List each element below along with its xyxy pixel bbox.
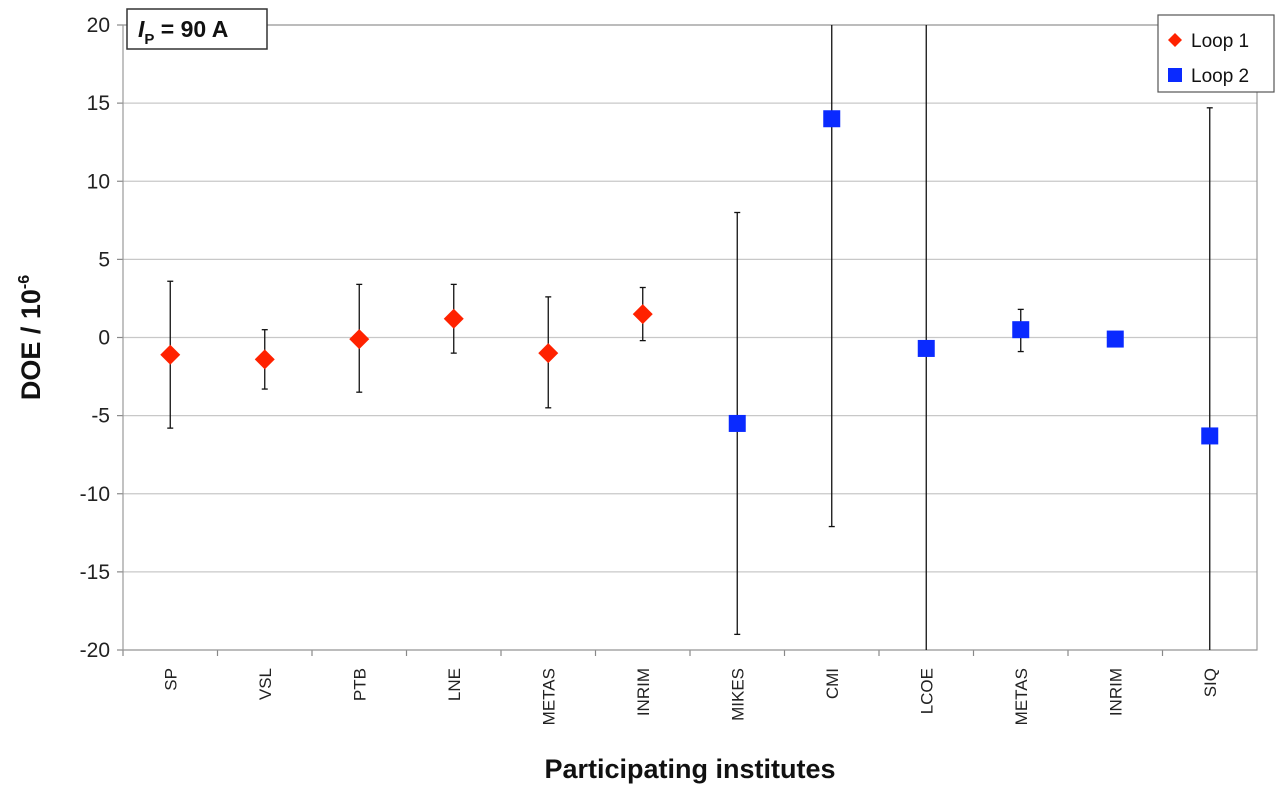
x-category-label: SIQ — [1201, 668, 1220, 697]
y-tick-label: -20 — [80, 639, 110, 662]
data-point-loop-1 — [349, 329, 370, 350]
y-tick-label: 15 — [87, 92, 110, 115]
annotation-rest: = 90 A — [154, 16, 228, 42]
legend: Loop 1 Loop 2 — [1157, 14, 1275, 93]
y-tick-labels: 20 15 10 5 0 -5 -10 -15 -20 — [80, 14, 110, 662]
data-point-loop-2 — [917, 339, 935, 357]
x-category-label: PTB — [350, 668, 369, 701]
data-point-loop-2 — [1106, 330, 1124, 348]
x-category-labels: SP VSL PTB LNE METAS INRIM MIKES CMI LCOE METAS IN… — [161, 668, 1220, 725]
y-tick-label: -10 — [80, 483, 110, 506]
y-axis-title-main: DOE / 10 — [16, 289, 46, 400]
current-annotation: IP = 90 A — [126, 8, 268, 50]
x-category-label: METAS — [1012, 668, 1031, 725]
annotation-subscript: P — [144, 31, 154, 48]
x-category-label: SP — [161, 668, 180, 691]
y-axis-title-exponent: -6 — [16, 275, 33, 289]
data-point-loop-2 — [823, 110, 841, 128]
data-point-loop-2 — [728, 414, 746, 432]
x-category-label: VSL — [256, 668, 275, 700]
y-tick-label: 0 — [98, 327, 110, 350]
data-point-loop-1 — [254, 349, 275, 370]
x-category-label: INRIM — [634, 668, 653, 716]
y-axis-title: DOE / 10-6 — [16, 275, 46, 400]
x-category-label: MIKES — [728, 668, 747, 721]
y-tick-label: 20 — [87, 14, 110, 37]
legend-marker-loop-2 — [1168, 68, 1182, 82]
legend-label-loop-1: Loop 1 — [1191, 31, 1249, 52]
x-category-label: LCOE — [917, 668, 936, 714]
grid-lines — [117, 24, 1257, 656]
data-point-loop-2 — [1201, 427, 1219, 445]
y-tick-label: 10 — [87, 170, 110, 193]
y-tick-label: 5 — [98, 248, 110, 271]
x-category-label: LNE — [445, 668, 464, 701]
data-point-loop-1 — [443, 308, 464, 329]
y-tick-label: -5 — [91, 405, 110, 428]
x-category-label: METAS — [539, 668, 558, 725]
plot-area-border — [122, 24, 1258, 651]
data-markers — [160, 110, 1219, 445]
x-category-label: CMI — [823, 668, 842, 699]
legend-marker-loop-1 — [1168, 33, 1182, 47]
data-point-loop-1 — [538, 343, 559, 364]
annotation-box — [126, 8, 268, 50]
annotation-symbol: I — [138, 16, 145, 42]
data-point-loop-1 — [160, 344, 181, 365]
data-point-loop-2 — [1012, 321, 1030, 339]
annotation-text: IP = 90 A — [138, 16, 228, 48]
x-axis-title: Participating institutes — [544, 754, 835, 784]
y-tick-label: -15 — [80, 561, 110, 584]
data-point-loop-1 — [632, 304, 653, 325]
legend-label-loop-2: Loop 2 — [1191, 66, 1249, 87]
x-category-label: INRIM — [1106, 668, 1125, 716]
